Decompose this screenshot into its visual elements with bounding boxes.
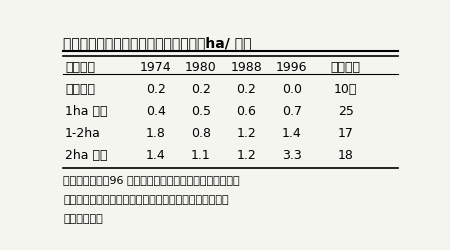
Text: 0.8: 0.8 [191,127,211,140]
Text: 0.5: 0.5 [191,105,211,118]
Text: 1980: 1980 [185,61,217,74]
Text: 表３　各階層の平均経営面積の変遷（ha/ 戸）: 表３ 各階層の平均経営面積の変遷（ha/ 戸） [63,36,252,50]
Text: 25: 25 [338,105,354,118]
Text: 2ha 以上: 2ha 以上 [65,149,108,162]
Text: 0.2: 0.2 [236,83,256,96]
Text: 18: 18 [338,149,354,162]
Text: 1-2ha: 1-2ha [65,127,101,140]
Text: 調査戸数: 調査戸数 [331,61,361,74]
Text: 1.8: 1.8 [146,127,166,140]
Text: 1.2: 1.2 [236,127,256,140]
Text: 0.7: 0.7 [282,105,302,118]
Text: 0.4: 0.4 [146,105,166,118]
Text: 1.4: 1.4 [146,149,166,162]
Text: 土地無し: 土地無し [65,83,95,96]
Text: 3.3: 3.3 [282,149,302,162]
Text: 1996: 1996 [276,61,307,74]
Text: 10戸: 10戸 [334,83,357,96]
Text: 0.0: 0.0 [282,83,302,96]
Text: 0.2: 0.2 [191,83,211,96]
Text: 1974: 1974 [140,61,171,74]
Text: 注）調査時点（96 年）に在村する農家から聞き取ったも: 注）調査時点（96 年）に在村する農家から聞き取ったも [63,175,240,185]
Text: 0.6: 0.6 [236,105,256,118]
Text: 0.2: 0.2 [146,83,166,96]
Text: ので、すでに流出した小農、土地なし農民は調査対象に: ので、すでに流出した小農、土地なし農民は調査対象に [63,194,229,204]
Text: 1.2: 1.2 [236,149,256,162]
Text: 1.1: 1.1 [191,149,211,162]
Text: 1.4: 1.4 [282,127,302,140]
Text: 17: 17 [338,127,354,140]
Text: 1ha 以下: 1ha 以下 [65,105,108,118]
Text: 農家階層: 農家階層 [65,61,95,74]
Text: なっていない: なっていない [63,214,103,224]
Text: 1988: 1988 [230,61,262,74]
